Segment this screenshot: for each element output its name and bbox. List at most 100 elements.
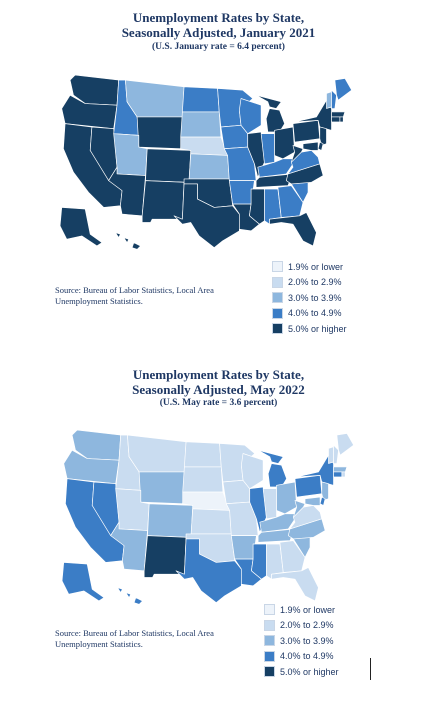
state-ak <box>59 207 103 247</box>
legend-swatch <box>272 307 283 319</box>
state-nj <box>321 481 329 501</box>
legend-item: 4.0% to 4.9% <box>264 649 339 665</box>
state-me <box>334 78 352 101</box>
legend: 1.9% or lower 2.0% to 2.9% 3.0% to 3.9% … <box>272 259 347 337</box>
state-va <box>289 505 323 530</box>
source-line2: Unemployment Statistics. <box>55 295 143 306</box>
state-oh <box>274 126 295 160</box>
state-ri <box>341 471 346 478</box>
legend-label: 5.0% or higher <box>280 666 339 677</box>
state-hi <box>117 587 143 605</box>
state-nj <box>319 126 327 146</box>
state-wv <box>290 145 304 163</box>
state-il <box>247 131 265 178</box>
state-ct <box>333 471 343 478</box>
legend-label: 1.9% or lower <box>280 604 336 615</box>
legend-swatch <box>264 650 275 662</box>
state-ma <box>331 111 346 118</box>
legend-swatch <box>264 604 275 616</box>
state-md <box>302 141 319 151</box>
legend-label: 1.9% or lower <box>288 261 344 272</box>
legend-label: 3.0% to 3.9% <box>280 635 334 646</box>
legend-label: 2.0% to 2.9% <box>280 620 334 631</box>
legend-swatch <box>264 619 275 631</box>
legend-swatch <box>264 635 275 647</box>
state-tx <box>175 538 242 603</box>
state-nm <box>141 180 185 223</box>
state-ga <box>277 185 304 218</box>
state-nh <box>331 89 337 109</box>
legend-swatch <box>272 261 283 273</box>
legend-item: 1.9% or lower <box>272 259 347 275</box>
map-title: Unemployment Rates by State, Seasonally … <box>0 367 437 397</box>
legend-item: 2.0% to 2.9% <box>272 275 347 291</box>
state-vt <box>328 446 334 464</box>
legend-label: 2.0% to 2.9% <box>288 277 342 288</box>
state-nh <box>333 444 339 464</box>
state-ga <box>279 540 306 573</box>
state-va <box>287 150 321 175</box>
source-note: Source: Bureau of Labor Statistics, Loca… <box>55 628 245 649</box>
state-ar <box>230 535 257 560</box>
state-pa <box>294 474 323 498</box>
state-ks <box>188 153 230 180</box>
text-cursor <box>370 658 371 680</box>
legend-label: 4.0% to 4.9% <box>288 308 342 319</box>
map-title-line1: Unemployment Rates by State, <box>132 367 305 382</box>
legend-swatch <box>272 292 283 304</box>
legend-item: 3.0% to 3.9% <box>272 290 347 306</box>
state-tx <box>173 183 240 248</box>
state-de <box>319 496 326 506</box>
legend-item: 2.0% to 2.9% <box>264 618 339 634</box>
state-nd <box>184 441 222 468</box>
us-choropleth-map <box>59 74 352 250</box>
state-pa <box>292 119 321 143</box>
state-nm <box>143 535 187 578</box>
legend-item: 3.0% to 3.9% <box>264 633 339 649</box>
state-ks <box>190 508 232 535</box>
source-line1: Source: Bureau of Labor Statistics, Loca… <box>55 628 214 638</box>
state-ct <box>331 116 341 123</box>
legend-item: 1.9% or lower <box>264 602 339 618</box>
legend-item: 4.0% to 4.9% <box>272 306 347 322</box>
state-de <box>317 141 324 151</box>
state-md <box>304 496 321 506</box>
state-ri <box>339 116 344 123</box>
state-fl <box>269 212 317 247</box>
map-title-line2: Seasonally Adjusted, January 2021 <box>121 25 316 40</box>
state-ar <box>228 180 255 205</box>
state-vt <box>326 91 332 109</box>
state-mt <box>125 79 185 118</box>
legend-label: 4.0% to 4.9% <box>280 651 334 662</box>
state-co <box>147 503 194 538</box>
legend-label: 3.0% to 3.9% <box>288 292 342 303</box>
state-ma <box>333 466 348 473</box>
state-hi <box>115 232 141 250</box>
state-sd <box>180 111 222 138</box>
map-panel-may-2022: Unemployment Rates by State, Seasonally … <box>0 355 437 715</box>
legend-swatch <box>264 666 275 678</box>
state-fl <box>271 567 319 602</box>
legend: 1.9% or lower 2.0% to 2.9% 3.0% to 3.9% … <box>264 602 339 680</box>
legend-item: 5.0% or higher <box>272 321 347 337</box>
state-oh <box>276 481 297 515</box>
map-title-line1: Unemployment Rates by State, <box>132 10 305 25</box>
map-subtitle: (U.S. January rate = 6.4 percent) <box>152 42 285 52</box>
state-wy <box>136 116 183 150</box>
map-panel-january-2021: Unemployment Rates by State, Seasonally … <box>0 0 437 350</box>
state-ak <box>61 562 105 602</box>
legend-item: 5.0% or higher <box>264 664 339 680</box>
state-wv <box>292 500 306 518</box>
state-mt <box>127 434 187 473</box>
map-subtitle: (U.S. May rate = 3.6 percent) <box>159 398 278 408</box>
state-me <box>336 433 354 456</box>
state-il <box>249 486 267 533</box>
legend-swatch <box>272 276 283 288</box>
state-nd <box>182 86 220 113</box>
map-title-line2: Seasonally Adjusted, May 2022 <box>132 382 305 397</box>
source-note: Source: Bureau of Labor Statistics, Loca… <box>55 285 245 306</box>
state-wy <box>138 471 185 505</box>
legend-swatch <box>272 323 283 335</box>
state-co <box>145 148 192 183</box>
state-sd <box>182 466 224 493</box>
